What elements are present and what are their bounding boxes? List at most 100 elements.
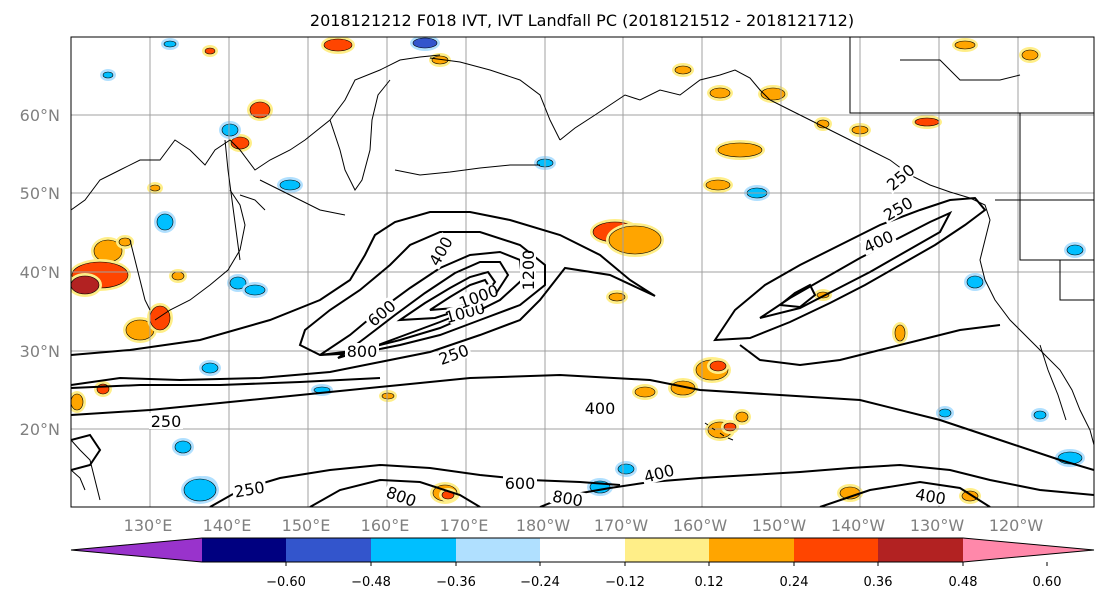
pc-anomaly-region	[705, 179, 731, 191]
lon-label: 120°W	[989, 516, 1044, 535]
lon-label: 140°W	[831, 516, 886, 535]
contour-label-group: 1200	[519, 250, 538, 291]
contour-label-bg	[425, 232, 456, 270]
coastline	[329, 79, 391, 191]
lat-label: 30°N	[20, 342, 60, 361]
coastline	[71, 469, 86, 491]
pc-anomaly-region	[71, 393, 84, 411]
lon-label: 170°E	[440, 516, 489, 535]
pc-anomaly-region	[412, 37, 438, 49]
contour-label: 250	[151, 412, 182, 431]
pc-anomaly-region	[894, 324, 906, 342]
contour-label: 1200	[519, 250, 538, 291]
pc-anomaly-region	[279, 179, 301, 191]
coastline	[394, 164, 540, 176]
coastline	[429, 57, 561, 141]
ivt-contour-line	[309, 478, 481, 507]
pc-anomaly-region	[149, 305, 171, 331]
longitude-labels: 130°E 140°E 150°E 160°E 170°E 180°W 170°W 160°W…	[124, 516, 1044, 535]
pc-anomaly-region	[961, 490, 979, 502]
contour-label: 400	[585, 399, 616, 418]
contour-label-group: 250	[231, 478, 268, 502]
colorbar-tick-label: −0.12	[605, 575, 645, 590]
map-panel: 8006004001000120010002502502504002504008…	[70, 36, 1095, 508]
lon-label: 140°E	[203, 516, 252, 535]
ivt-contour-line	[396, 270, 497, 322]
pc-anomaly-region	[204, 47, 216, 55]
colorbar-tick-label: −0.36	[436, 575, 476, 590]
pc-anomaly-region	[156, 213, 174, 231]
contour-label-bg	[879, 193, 917, 224]
contour-label-bg	[583, 400, 617, 416]
lat-label: 60°N	[20, 106, 60, 125]
pc-anomaly-region	[674, 65, 692, 75]
lat-label: 20°N	[20, 420, 60, 439]
latitude-labels: 60°N 50°N 40°N 30°N 20°N	[20, 106, 60, 439]
pc-anomaly-region	[249, 101, 271, 119]
coastline	[224, 139, 241, 261]
colorbar-tick-label: 0.60	[1033, 575, 1062, 590]
lat-label: 50°N	[20, 184, 60, 203]
coastline	[900, 59, 1021, 81]
lon-label: 150°E	[282, 516, 331, 535]
ivt-contour-line	[819, 480, 991, 507]
pc-anomaly-region	[381, 392, 395, 400]
ivt-contour-line	[71, 373, 1094, 471]
contour-label-group: 800	[345, 342, 379, 361]
colorbar-tick-label: −0.48	[351, 575, 391, 590]
lon-label: 150°W	[752, 516, 807, 535]
colorbar-swatch	[794, 538, 878, 562]
contour-label-group: 250	[149, 412, 183, 431]
colorbar-arrow-low	[71, 538, 202, 562]
coastline	[259, 179, 346, 216]
ivt-contour-line	[337, 261, 510, 359]
colorbar-outline	[70, 537, 1095, 563]
coastline	[849, 37, 1094, 114]
ivt-contours	[71, 196, 1094, 507]
contour-label-group: 400	[583, 399, 617, 418]
colorbar-swatch	[625, 538, 709, 562]
colorbar-arrow-high	[963, 538, 1094, 562]
ivt-contour-line	[713, 196, 987, 342]
pc-anomaly-region	[608, 225, 662, 255]
contour-label: 600	[505, 474, 536, 493]
lon-label: 160°W	[673, 516, 728, 535]
colorbar-swatch	[878, 538, 963, 562]
contour-labels: 8006004001000120010002502502504002504008…	[149, 159, 949, 507]
pc-anomaly-region	[966, 275, 984, 289]
pc-anomaly-region	[914, 117, 940, 127]
coastline	[129, 239, 151, 311]
contour-label-bg	[345, 343, 379, 359]
colorbar-tick-label: −0.24	[520, 575, 560, 590]
colorbar-swatch	[202, 538, 286, 562]
pc-anomaly-region	[954, 40, 976, 50]
pc-anomaly-region	[723, 422, 737, 432]
lon-label: 130°E	[124, 516, 173, 535]
coastline	[71, 439, 101, 501]
coastline	[239, 194, 266, 211]
pc-anomaly-region	[709, 87, 731, 99]
map-frame	[70, 36, 1095, 508]
coastline	[704, 422, 734, 441]
contour-label-bg	[882, 159, 919, 194]
coastline	[154, 189, 246, 321]
ivt-contour-line	[71, 377, 381, 389]
coastline	[1059, 260, 1094, 301]
contour-label-group: 400	[912, 485, 949, 507]
pc-anomaly-region	[634, 386, 656, 398]
contour-label-bg	[231, 478, 268, 500]
contour-label-bg	[640, 461, 678, 486]
colorbar-tick-label: 0.24	[780, 575, 809, 590]
pc-anomaly-region	[1033, 410, 1047, 420]
colorbar-tick-label: 0.12	[695, 575, 724, 590]
coastline	[969, 197, 1094, 446]
contour-label-bg	[859, 226, 898, 256]
pc-anomaly-region	[816, 291, 830, 299]
pc-anomaly-region	[1066, 244, 1084, 256]
coastline	[1019, 200, 1094, 261]
plot-title: 2018121212 F018 IVT, IVT Landfall PC (20…	[310, 11, 854, 30]
pc-anomaly-region	[118, 237, 132, 247]
colorbar-tick-label: 0.36	[864, 575, 893, 590]
contour-label-group: 800	[549, 487, 586, 507]
